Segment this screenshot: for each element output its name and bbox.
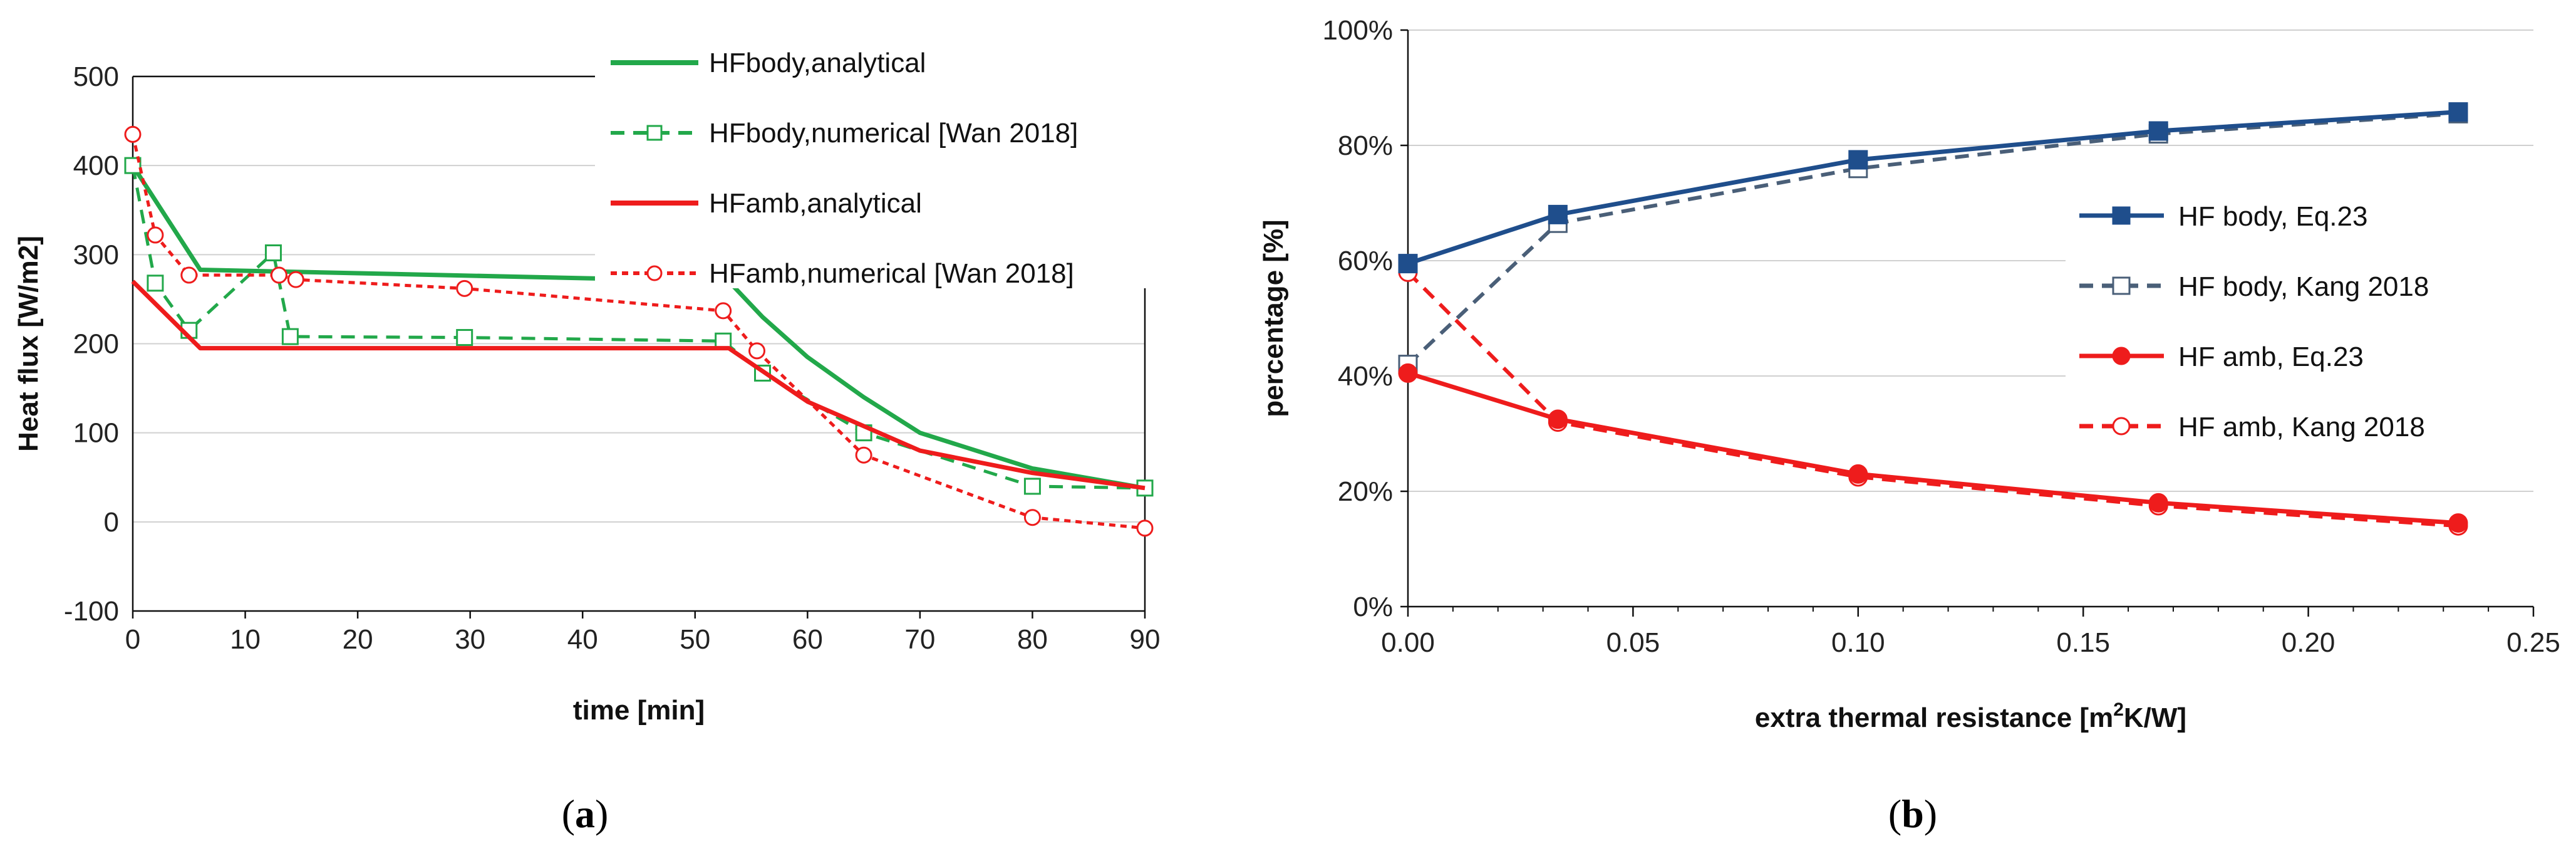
chart-b-y-tick-label: 40% xyxy=(1338,361,1393,392)
chart-a-x-tick-label: 70 xyxy=(904,624,935,655)
chart-a-data-point xyxy=(147,274,164,292)
chart-a-y-axis-label: Heat flux [W/m2] xyxy=(13,236,44,452)
chart-a-data-point xyxy=(1023,509,1041,526)
chart-b-data-point xyxy=(1398,363,1418,383)
chart-a-y-tick-label: -100 xyxy=(64,596,119,627)
chart-a-x-tick-label: 0 xyxy=(125,624,140,655)
chart-b-x-tick-label: 0.00 xyxy=(1381,627,1435,658)
chart-a-x-tick-label: 50 xyxy=(680,624,710,655)
chart-a-x-tick-label: 40 xyxy=(567,624,598,655)
chart-a-series-line xyxy=(131,164,1146,491)
chart-a-data-point xyxy=(270,266,287,284)
chart-a-legend-label: HFbody,numerical [Wan 2018] xyxy=(709,118,1078,149)
chart-a-data-point xyxy=(287,271,304,288)
chart-a-legend-label: HFamb,numerical [Wan 2018] xyxy=(709,258,1074,289)
chart-a-legend-box xyxy=(595,25,1146,288)
chart-a-data-point xyxy=(1023,478,1041,495)
chart-a-y-tick-label: 300 xyxy=(73,239,119,270)
chart-a-data-point xyxy=(281,328,299,345)
chart-b-legend-marker xyxy=(2112,347,2131,365)
caption-a-letter: a xyxy=(575,791,595,836)
chart-b-data-point xyxy=(1548,204,1568,224)
chart-b-y-tick-label: 100% xyxy=(1322,15,1393,46)
chart-a-data-point xyxy=(124,125,142,143)
chart-a-legend-marker xyxy=(646,125,663,141)
chart-a-data-point xyxy=(180,266,198,284)
chart-b-series-line xyxy=(1406,271,2459,528)
chart-b-y-tick-label: 0% xyxy=(1353,592,1393,622)
chart-b-legend-box xyxy=(2066,185,2535,471)
chart-b-legend-label: HF amb, Eq.23 xyxy=(2178,342,2364,372)
chart-a-data-point xyxy=(147,226,164,244)
chart-a-legend-marker xyxy=(646,265,663,281)
chart-b-legend-marker xyxy=(2112,276,2131,295)
chart-b-data-point xyxy=(1548,409,1568,429)
chart-a-y-tick-label: 400 xyxy=(73,150,119,181)
chart-a-x-tick-label: 90 xyxy=(1130,624,1161,655)
chart-a-data-point xyxy=(715,302,732,320)
chart-b-x-tick-label: 0.15 xyxy=(2056,627,2110,658)
chart-b-y-tick-label: 60% xyxy=(1338,246,1393,276)
chart-b-legend-label: HF body, Eq.23 xyxy=(2178,201,2367,232)
chart-a-x-tick-label: 30 xyxy=(455,624,485,655)
chart-b-x-axis-label: extra thermal resistance [m2K/W] xyxy=(1755,699,2186,733)
chart-a-y-tick-label: 200 xyxy=(73,329,119,360)
chart-a-series-4 xyxy=(124,125,1154,537)
chart-b-x-tick-label: 0.20 xyxy=(2282,627,2335,658)
chart-b-x-tick-label: 0.10 xyxy=(1831,627,1885,658)
chart-b-data-point xyxy=(2148,121,2168,141)
chart-b-data-point xyxy=(2448,513,2468,533)
chart-b-legend-label: HF amb, Kang 2018 xyxy=(2178,412,2425,442)
chart-b-data-point xyxy=(1398,254,1418,274)
chart-b-y-tick-label: 20% xyxy=(1338,476,1393,507)
chart-b-data-point xyxy=(2448,102,2468,122)
chart-a-legend: HFbody,analytical HFbody,numerical [Wan 2… xyxy=(595,25,1146,289)
chart-a-data-point xyxy=(456,279,473,297)
chart-b-legend-marker xyxy=(2112,417,2131,436)
chart-b-series-1 xyxy=(1398,102,2468,274)
chart-a-y-tick-label: 100 xyxy=(73,418,119,449)
chart-b-legend-label: HF body, Kang 2018 xyxy=(2178,271,2429,302)
chart-a-data-point xyxy=(264,244,282,261)
chart-b-data-point xyxy=(1848,150,1868,170)
caption-b-letter: b xyxy=(1901,791,1924,836)
chart-b-series-3 xyxy=(1398,363,2468,533)
chart-a-data-point xyxy=(456,329,473,347)
chart-a-y-tick-label: 0 xyxy=(104,507,119,538)
chart-b-x-tick-label: 0.05 xyxy=(1606,627,1660,658)
chart-b-data-point xyxy=(1848,464,1868,484)
chart-a-legend-label: HFbody,analytical xyxy=(709,48,926,78)
chart-a-x-tick-label: 20 xyxy=(343,624,373,655)
chart-b-legend-marker xyxy=(2112,206,2131,225)
chart-a-data-point xyxy=(748,342,766,360)
chart-a-series-1 xyxy=(131,164,1146,491)
chart-b-x-tick-label: 0.25 xyxy=(2506,627,2560,658)
chart-b-y-axis-label: percentage [%] xyxy=(1258,219,1289,417)
chart-b: 0% 20% 40% 60% 80% 100% 0.00 0.05 0.10 0.15 0.20 0.… xyxy=(1258,15,2560,733)
chart-b-y-tick-label: 80% xyxy=(1338,130,1393,161)
chart-b-series-line xyxy=(1406,112,2459,366)
chart-a-x-axis-label: time [min] xyxy=(573,695,705,726)
caption-a: (a) xyxy=(562,791,609,836)
chart-a-x-tick-label: 60 xyxy=(792,624,823,655)
caption-b: (b) xyxy=(1888,791,1937,836)
chart-a-x-tick-label: 10 xyxy=(230,624,261,655)
chart-b-data-point xyxy=(2148,493,2168,513)
chart-a-data-point xyxy=(1136,520,1154,537)
chart-a-legend-label: HFamb,analytical xyxy=(709,188,922,219)
chart-a-x-tick-label: 80 xyxy=(1017,624,1048,655)
chart-b-legend: HF body, Eq.23 HF body, Kang 2018 HF amb, … xyxy=(2066,185,2535,471)
chart-a-data-point xyxy=(855,446,872,464)
chart-a-y-tick-label: 500 xyxy=(73,61,119,92)
